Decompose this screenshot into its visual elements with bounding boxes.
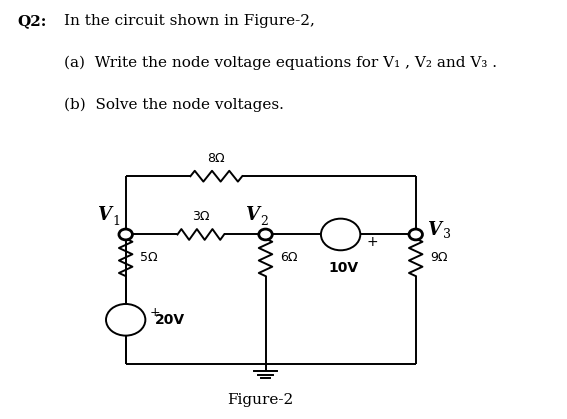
Text: +: +	[150, 306, 160, 319]
Text: 10V: 10V	[328, 261, 358, 275]
Text: −: −	[327, 225, 336, 235]
Text: 6Ω: 6Ω	[280, 251, 298, 264]
Circle shape	[106, 304, 145, 336]
Text: 8Ω: 8Ω	[208, 152, 225, 165]
Text: +: +	[366, 235, 378, 249]
Text: 20V: 20V	[155, 313, 185, 327]
Circle shape	[409, 229, 422, 240]
Circle shape	[259, 229, 272, 240]
Text: +: +	[121, 307, 130, 317]
Text: Figure-2: Figure-2	[227, 393, 294, 407]
Text: +: +	[343, 225, 352, 235]
Text: Q2:: Q2:	[17, 14, 46, 28]
Text: (b)  Solve the node voltages.: (b) Solve the node voltages.	[64, 97, 284, 111]
Text: V: V	[427, 221, 441, 239]
Text: V: V	[245, 206, 259, 224]
Text: −: −	[120, 322, 131, 335]
Text: V: V	[97, 206, 111, 224]
Text: 2: 2	[260, 215, 268, 228]
Text: 3Ω: 3Ω	[192, 210, 210, 223]
Text: 1: 1	[113, 215, 121, 228]
Circle shape	[321, 219, 360, 250]
Text: (a)  Write the node voltage equations for V₁ , V₂ and V₃ .: (a) Write the node voltage equations for…	[64, 55, 497, 70]
Text: 9Ω: 9Ω	[430, 251, 448, 264]
Text: 3: 3	[443, 228, 451, 241]
Text: 5Ω: 5Ω	[140, 251, 158, 264]
Circle shape	[119, 229, 133, 240]
Text: In the circuit shown in Figure-2,: In the circuit shown in Figure-2,	[64, 14, 315, 28]
